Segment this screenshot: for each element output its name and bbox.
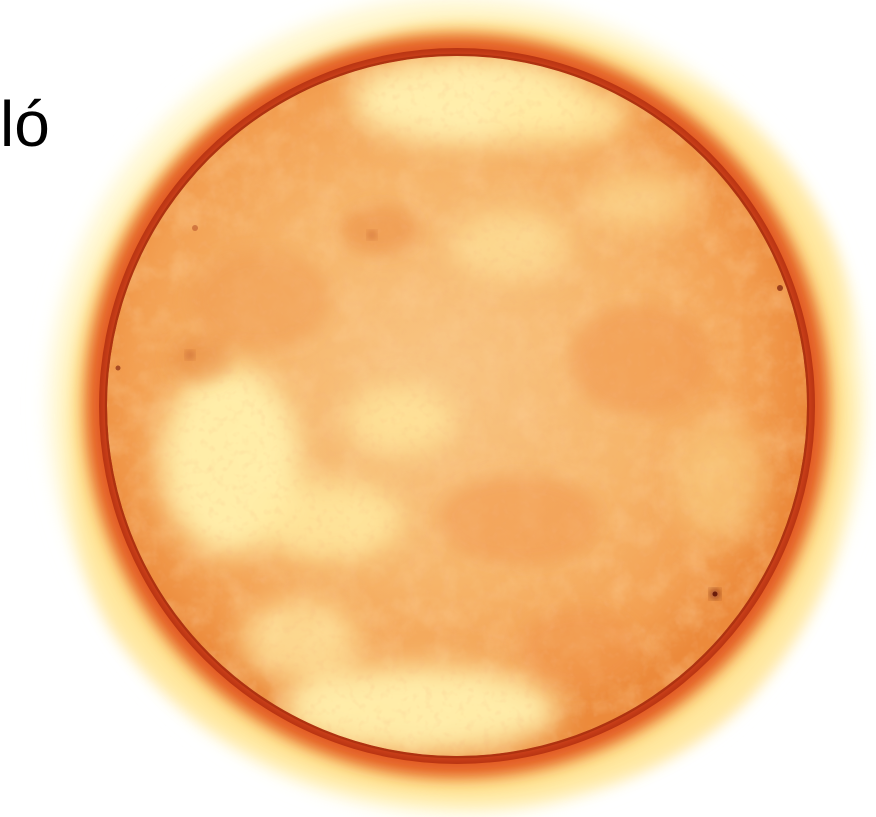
halo-fringe bbox=[48, 0, 866, 815]
corner-caption: ló bbox=[0, 88, 50, 160]
sun-disk bbox=[107, 56, 807, 756]
sunspots bbox=[115, 225, 783, 599]
